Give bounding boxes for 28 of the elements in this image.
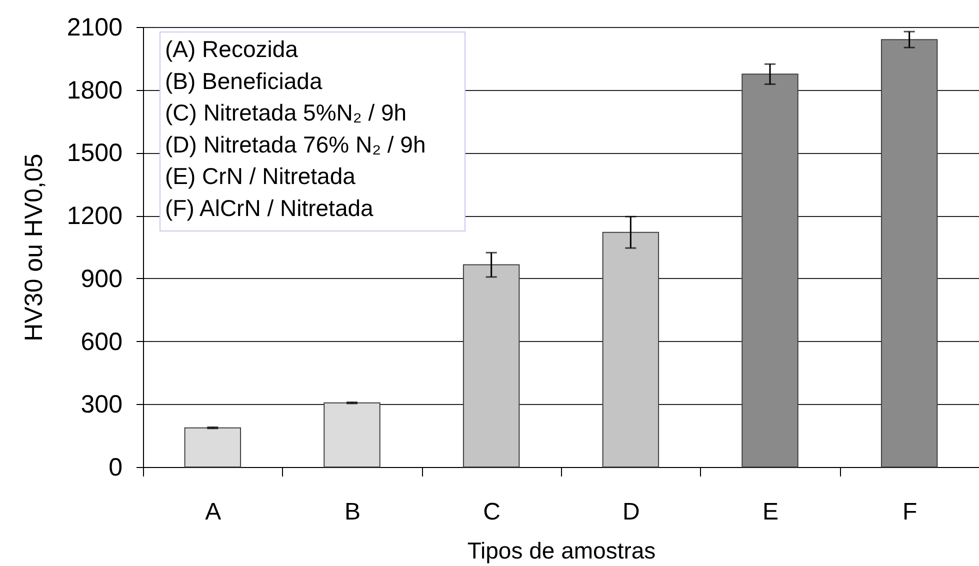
bar <box>742 74 798 468</box>
bar <box>184 427 242 468</box>
annotation: (C) Nitretada 5%N₂ / 9h <box>165 100 407 126</box>
y-tick-label: 300 <box>80 390 122 419</box>
x-tick-label: E <box>762 498 779 526</box>
bar <box>880 39 938 468</box>
x-tick-label: A <box>205 498 222 526</box>
annotation: (A) Recozida <box>165 36 298 62</box>
y-tick-label: 900 <box>80 264 122 293</box>
bar <box>602 232 660 468</box>
annotation: (D) Nitretada 76% N₂ / 9h <box>165 131 426 158</box>
x-tick-label: B <box>344 498 361 526</box>
annotation: (F) AlCrN / Nitretada <box>165 195 374 221</box>
y-axis-title: HV30 ou HV0,05 <box>20 154 48 342</box>
y-tick-label: 1800 <box>66 76 122 104</box>
y-tick-label: 1200 <box>66 202 122 230</box>
x-tick-label: D <box>622 498 640 526</box>
x-axis-title: Tipos de amostras <box>467 538 656 564</box>
annotation: (B) Beneficiada <box>165 68 322 94</box>
x-tick-label: F <box>902 498 918 526</box>
bar <box>324 402 380 468</box>
annotation: (E) CrN / Nitretada <box>165 163 356 190</box>
x-tick-label: C <box>483 498 501 526</box>
y-tick-label: 2100 <box>66 14 122 42</box>
y-tick-label: 1500 <box>66 139 122 168</box>
bar <box>462 264 520 468</box>
y-tick-label: 0 <box>108 454 122 482</box>
y-tick-label: 600 <box>80 328 122 356</box>
